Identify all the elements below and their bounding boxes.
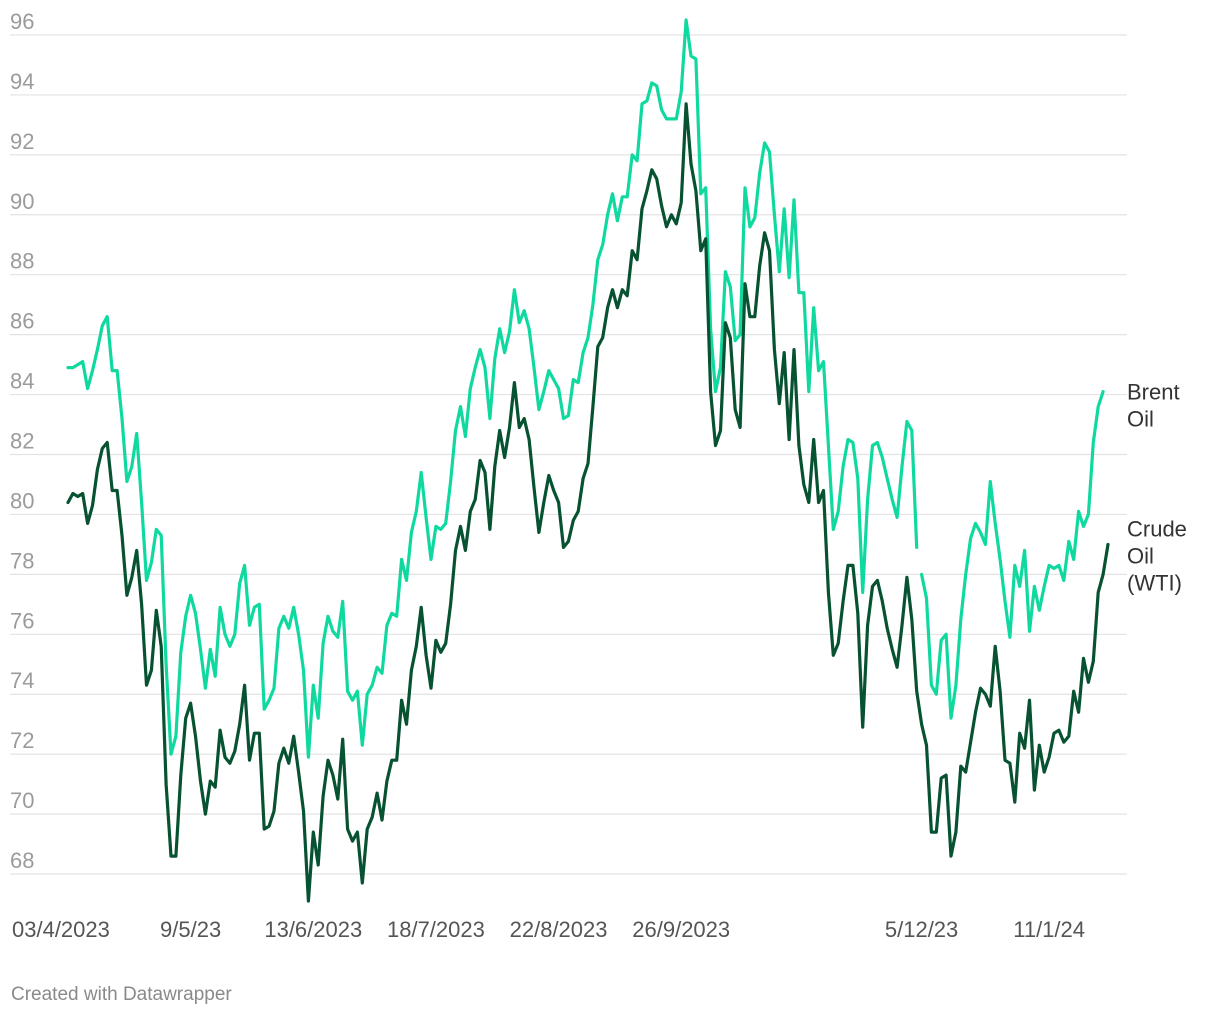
x-tick-label: 11/1/24 [1013,917,1085,942]
y-tick-label: 78 [10,548,34,573]
y-tick-label: 70 [10,788,34,813]
y-tick-label: 86 [10,309,34,334]
y-tick-label: 84 [10,369,34,394]
series-line-wti [66,102,1110,903]
y-tick-label: 74 [10,668,34,693]
x-axis-ticks: 03/4/2023 9/5/23 13/6/2023 18/7/2023 22/8/20… [12,917,1085,942]
series-label-wti: Crude [1127,516,1187,541]
y-tick-label: 90 [10,189,34,214]
y-tick-label: 72 [10,728,34,753]
x-tick-label: 5/12/23 [885,917,958,942]
y-tick-label: 76 [10,608,34,633]
x-tick-label: 22/8/2023 [510,917,608,942]
series-label-wti: (WTI) [1127,570,1182,595]
gridlines [10,34,1127,875]
series-label-brent: Brent [1127,380,1180,405]
series-line-brent [66,18,1105,759]
series-lines [66,18,1110,903]
x-tick-label: 18/7/2023 [387,917,485,942]
series-label-brent: Oil [1127,407,1154,432]
x-tick-label: 26/9/2023 [632,917,730,942]
x-tick-label: 13/6/2023 [264,917,362,942]
credit-text: Created with Datawrapper [11,984,232,1005]
y-tick-label: 92 [10,129,34,154]
y-axis-ticks: 68 70 72 74 76 78 80 82 84 86 88 90 92 94 96 [10,9,34,873]
y-tick-label: 68 [10,848,34,873]
x-tick-label: 9/5/23 [160,917,221,942]
y-tick-label: 96 [10,9,34,34]
y-tick-label: 88 [10,249,34,274]
y-tick-label: 82 [10,429,34,454]
series-label-wti: Oil [1127,543,1154,568]
x-tick-label: 03/4/2023 [12,917,110,942]
y-tick-label: 80 [10,488,34,513]
y-tick-label: 94 [10,69,34,94]
